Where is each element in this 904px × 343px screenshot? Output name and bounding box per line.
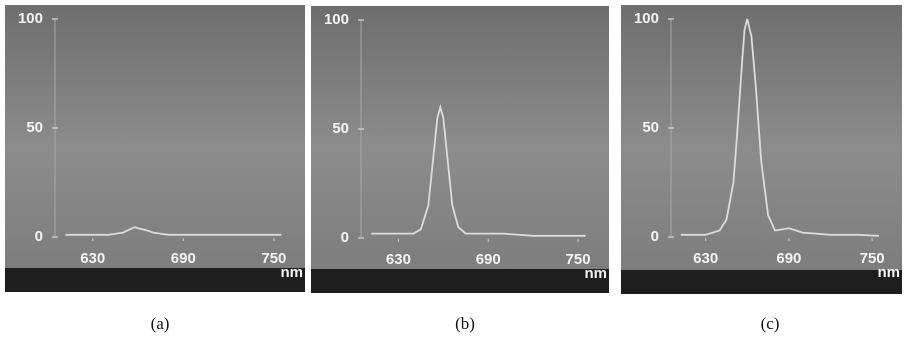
panel-bottom-strip — [621, 270, 902, 294]
panel-caption: (c) — [761, 314, 780, 333]
panel-caption: (b) — [455, 314, 475, 333]
x-tick-label: 630 — [386, 251, 411, 268]
panel-bottom-strip — [311, 269, 609, 293]
x-tick-label: 690 — [776, 250, 801, 267]
x-tick-label: 630 — [693, 250, 718, 267]
y-tick-label: 100 — [18, 10, 43, 27]
y-tick-label: 100 — [324, 11, 349, 28]
y-tick-label: 50 — [26, 119, 43, 136]
x-axis-label: nm — [585, 265, 608, 282]
y-tick-label: 100 — [634, 10, 659, 27]
panel-caption: (a) — [151, 314, 170, 333]
y-tick-label: 0 — [35, 228, 43, 245]
panel-background — [5, 5, 305, 292]
panel-background — [311, 6, 609, 293]
y-tick-label: 0 — [651, 228, 659, 245]
x-tick-label: 690 — [476, 251, 501, 268]
x-tick-label: 630 — [80, 250, 105, 267]
y-tick-label: 0 — [341, 229, 349, 246]
panel-bottom-strip — [5, 268, 305, 292]
x-tick-label: 690 — [171, 250, 196, 267]
x-axis-label: nm — [281, 264, 304, 281]
figure: 050100630690750nm(a)050100630690750nm(b)… — [0, 0, 904, 338]
y-tick-label: 50 — [332, 120, 349, 137]
page: {"chart_data": [ {"type": "line", "capti… — [0, 0, 904, 338]
y-tick-label: 50 — [642, 119, 659, 136]
x-axis-label: nm — [878, 264, 901, 281]
